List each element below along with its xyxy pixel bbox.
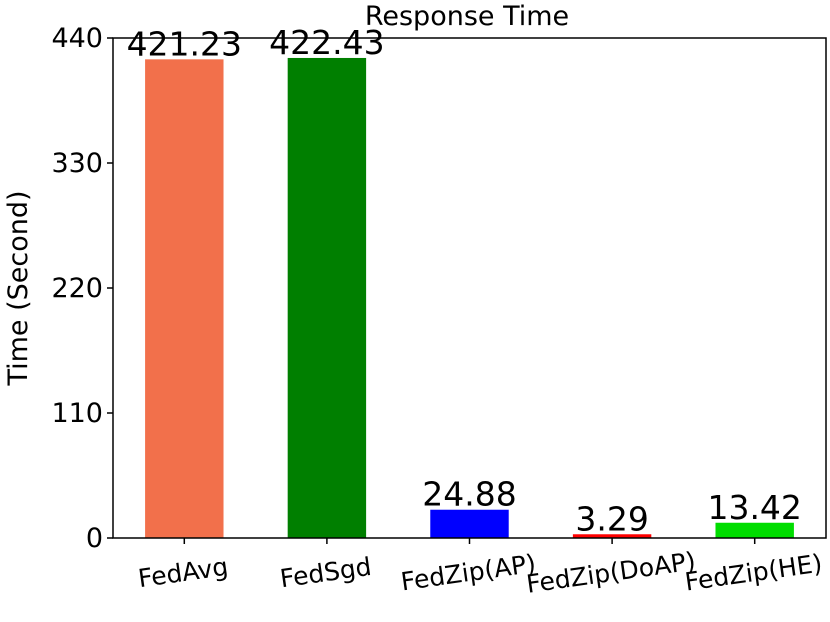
data-label-fedzip-doap: 3.29 — [575, 499, 648, 538]
bar-fedavg — [145, 59, 224, 539]
x-tick-label-fedavg: FedAvg — [136, 552, 230, 593]
x-tick-label-fedzip-doap: FedZip(DoAP) — [525, 546, 698, 598]
data-label-fedsgd: 422.43 — [269, 23, 384, 62]
y-tick-label: 440 — [51, 23, 103, 54]
bar-fedsgd — [287, 57, 367, 538]
data-label-fedzip-he: 13.42 — [707, 488, 801, 527]
bar-fedzip-he — [715, 522, 794, 538]
y-tick-label: 110 — [51, 398, 103, 429]
y-axis-label: Time (Second) — [3, 190, 34, 386]
y-tick-label: 0 — [86, 523, 103, 554]
x-tick-label-fedzip-ap: FedZip(AP) — [399, 549, 538, 597]
bars-layer — [145, 57, 794, 539]
bar-fedzip-doap — [572, 534, 652, 538]
x-tick-label-fedzip-he: FedZip(HE) — [683, 549, 824, 597]
y-tick-label: 330 — [51, 148, 103, 179]
x-tick-label-fedsgd: FedSgd — [278, 552, 373, 594]
bar-fedzip-ap — [430, 509, 509, 538]
data-labels-layer: 421.23 422.43 24.88 3.29 13.42 — [127, 23, 802, 538]
data-label-fedzip-ap: 24.88 — [422, 475, 516, 514]
chart-title: Response Time — [365, 1, 569, 32]
y-tick-label: 220 — [51, 273, 103, 304]
data-label-fedavg: 421.23 — [127, 24, 242, 63]
